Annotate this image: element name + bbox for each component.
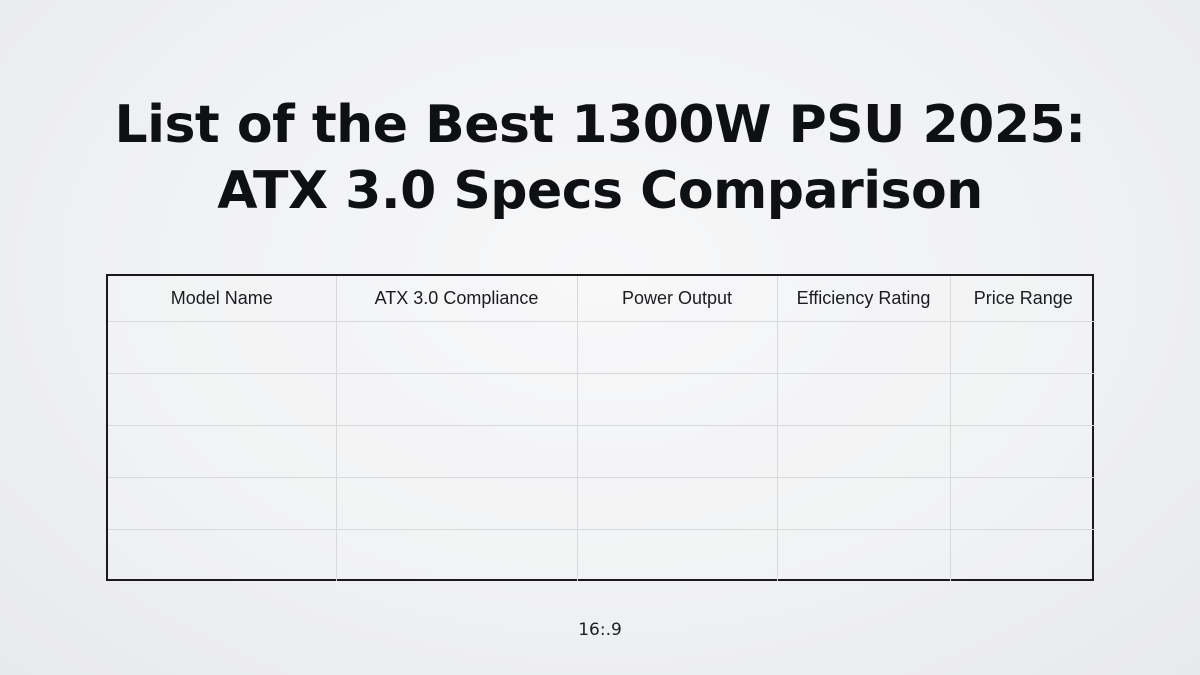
- title-line-1: List of the Best 1300W PSU 2025:: [114, 95, 1086, 155]
- page-title: List of the Best 1300W PSU 2025: ATX 3.0…: [0, 92, 1200, 224]
- comparison-table: Model Name ATX 3.0 Compliance Power Outp…: [106, 274, 1096, 581]
- table-cell: [776, 529, 951, 581]
- specs-table: Model Name ATX 3.0 Compliance Power Outp…: [108, 276, 1096, 581]
- table-cell: [576, 373, 778, 426]
- column-header-atx-compliance: ATX 3.0 Compliance: [335, 276, 578, 322]
- table-row: [108, 321, 1096, 374]
- table-cell: [776, 425, 951, 478]
- table-row: [108, 529, 1096, 581]
- table-cell: [949, 477, 1096, 530]
- aspect-ratio-label: 16:.9: [578, 620, 622, 640]
- table-cell: [335, 529, 578, 581]
- column-header-efficiency-rating: Efficiency Rating: [776, 276, 951, 322]
- table-cell: [949, 425, 1096, 478]
- table-row: [108, 477, 1096, 530]
- table-cell: [776, 373, 951, 426]
- table-cell: [576, 425, 778, 478]
- table-cell: [776, 321, 951, 374]
- column-header-price-range: Price Range: [949, 276, 1096, 322]
- table-cell: [108, 477, 337, 530]
- table-header-row: Model Name ATX 3.0 Compliance Power Outp…: [108, 276, 1096, 322]
- table-cell: [576, 321, 778, 374]
- table-cell: [108, 321, 337, 374]
- table-cell: [108, 373, 337, 426]
- column-header-model-name: Model Name: [108, 276, 337, 322]
- table-cell: [949, 321, 1096, 374]
- table-cell: [335, 321, 578, 374]
- table-cell: [335, 373, 578, 426]
- table-cell: [335, 425, 578, 478]
- table-row: [108, 425, 1096, 478]
- table-cell: [949, 373, 1096, 426]
- table-cell: [949, 529, 1096, 581]
- table-cell: [108, 529, 337, 581]
- table-cell: [335, 477, 578, 530]
- table-cell: [776, 477, 951, 530]
- table-cell: [576, 477, 778, 530]
- column-header-power-output: Power Output: [576, 276, 778, 322]
- table-row: [108, 373, 1096, 426]
- table-cell: [576, 529, 778, 581]
- title-line-2: ATX 3.0 Specs Comparison: [217, 161, 983, 221]
- table-cell: [108, 425, 337, 478]
